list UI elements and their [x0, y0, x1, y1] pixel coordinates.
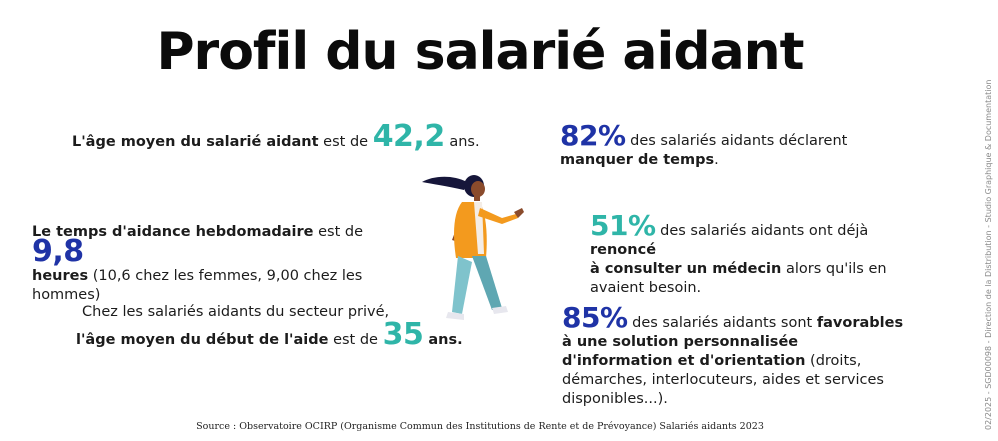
stat-time-detail: (10,6 chez les femmes, 9,00 chez les hom… [32, 268, 363, 303]
stat-time-unit: heures [32, 268, 89, 284]
stat-solution-end: (droits, démarches, interlocuteurs, aide… [562, 353, 884, 407]
stat-age-value: 42,2 [372, 119, 446, 154]
stat-solution-bold: favorables à une solution personnalisée … [562, 315, 904, 369]
stat-solution-text: des salariés aidants sont [627, 315, 817, 331]
stat-age-mid: est de [318, 134, 373, 150]
stat-average-age: L'âge moyen du salarié aidant est de 42,… [72, 122, 480, 152]
stat-start-mid: est de [328, 332, 383, 348]
stat-weekly-time: Le temps d'aidance hebdomadaire est de 9… [32, 223, 412, 305]
stat-start-value: 35 [382, 317, 424, 352]
stat-lack-text: des salariés aidants déclarent [625, 133, 848, 149]
stat-time-label: Le temps d'aidance hebdomadaire [32, 224, 314, 240]
stat-lack-value: 82% [560, 119, 626, 152]
side-credit: 02/2025 - SGD00098 - Direction de la Dis… [984, 79, 993, 430]
stat-lack-end: . [714, 152, 719, 168]
page-title: Profil du salarié aidant [156, 22, 804, 82]
stat-lack-label: manquer de temps [560, 152, 715, 168]
stat-age-unit: ans. [444, 134, 480, 150]
stat-doctor-value: 51% [590, 209, 656, 242]
stat-solution-value: 85% [562, 301, 628, 334]
stat-time-mid: est de [313, 224, 363, 240]
walking-woman-illustration [422, 175, 524, 320]
stat-doctor-bold2: à consulter un médecin [590, 261, 782, 277]
stat-start-unit: ans. [423, 332, 463, 348]
source-note: Source : Observatoire OCIRP (Organisme C… [196, 421, 764, 432]
stat-lack-of-time: 82% des salariés aidants déclarent manqu… [560, 122, 880, 170]
stat-start-age: Chez les salariés aidants du secteur pri… [76, 303, 463, 350]
stat-start-intro: Chez les salariés aidants du secteur pri… [82, 304, 390, 320]
stat-start-label: l'âge moyen du début de l'aide [76, 332, 329, 348]
stat-age-label: L'âge moyen du salarié aidant [72, 134, 319, 150]
stat-doctor-text: des salariés aidants ont déjà [655, 223, 869, 239]
stat-time-value: 9,8 [32, 234, 84, 269]
stat-doctor-renounced: 51% des salariés aidants ont déjà renonc… [590, 212, 930, 298]
stat-doctor-bold1: renoncé [590, 242, 657, 258]
stat-doctor-end: alors qu'ils en avaient besoin. [590, 261, 887, 296]
stat-personalized-solution: 85% des salariés aidants sont favorables… [562, 304, 907, 409]
